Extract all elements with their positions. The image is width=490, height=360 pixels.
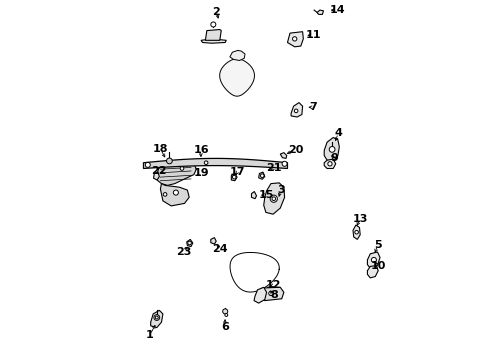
Circle shape	[163, 193, 167, 196]
Polygon shape	[156, 162, 196, 185]
Text: 4: 4	[335, 128, 343, 138]
Text: 17: 17	[230, 167, 245, 177]
Polygon shape	[291, 103, 303, 117]
Text: 20: 20	[288, 145, 303, 156]
Polygon shape	[288, 32, 303, 47]
Text: 22: 22	[151, 166, 167, 176]
Text: 19: 19	[194, 168, 210, 178]
Circle shape	[154, 315, 160, 320]
Text: 16: 16	[193, 145, 209, 156]
Polygon shape	[230, 50, 245, 60]
Polygon shape	[151, 310, 163, 328]
Polygon shape	[187, 239, 193, 247]
Circle shape	[294, 109, 298, 113]
Circle shape	[261, 174, 264, 177]
Polygon shape	[201, 39, 226, 43]
Polygon shape	[264, 183, 285, 214]
Text: 13: 13	[352, 214, 368, 224]
Polygon shape	[254, 287, 267, 303]
Circle shape	[355, 230, 358, 234]
Polygon shape	[259, 287, 284, 301]
Polygon shape	[280, 153, 287, 158]
Text: 7: 7	[310, 102, 317, 112]
Circle shape	[269, 291, 273, 296]
Circle shape	[211, 22, 216, 27]
Circle shape	[188, 241, 192, 245]
Circle shape	[225, 314, 228, 316]
Polygon shape	[231, 174, 237, 181]
Polygon shape	[144, 158, 288, 168]
Text: 11: 11	[306, 30, 321, 40]
Text: 15: 15	[259, 190, 274, 200]
Text: 1: 1	[146, 330, 153, 340]
Polygon shape	[259, 172, 265, 179]
Circle shape	[180, 167, 184, 170]
Circle shape	[371, 257, 376, 262]
Polygon shape	[324, 138, 339, 161]
Text: 14: 14	[329, 5, 345, 15]
Polygon shape	[251, 192, 257, 199]
Text: 23: 23	[176, 247, 192, 257]
Circle shape	[272, 197, 275, 201]
Text: 5: 5	[374, 240, 382, 250]
Circle shape	[293, 37, 297, 41]
Text: 2: 2	[212, 6, 220, 17]
Text: 24: 24	[212, 244, 228, 254]
Text: 10: 10	[370, 261, 386, 271]
Circle shape	[167, 158, 172, 164]
Circle shape	[328, 162, 332, 166]
Polygon shape	[317, 10, 323, 14]
Circle shape	[145, 162, 150, 167]
Circle shape	[270, 195, 277, 202]
Polygon shape	[324, 159, 336, 168]
Circle shape	[282, 161, 287, 166]
Circle shape	[173, 190, 178, 195]
Polygon shape	[211, 238, 216, 244]
Polygon shape	[160, 184, 189, 206]
Text: 9: 9	[330, 153, 338, 163]
Polygon shape	[368, 252, 380, 268]
Polygon shape	[353, 225, 360, 239]
Text: 8: 8	[270, 290, 278, 300]
Polygon shape	[368, 266, 378, 278]
Polygon shape	[153, 172, 159, 180]
Text: 21: 21	[266, 163, 282, 174]
Text: 18: 18	[153, 144, 168, 154]
Circle shape	[204, 161, 208, 165]
Text: 12: 12	[266, 280, 282, 290]
Polygon shape	[205, 30, 221, 40]
Circle shape	[329, 147, 335, 152]
Text: 3: 3	[277, 185, 285, 195]
Text: 6: 6	[221, 322, 229, 332]
Circle shape	[232, 175, 236, 179]
Polygon shape	[220, 59, 254, 96]
Circle shape	[155, 316, 158, 319]
Circle shape	[222, 309, 228, 314]
